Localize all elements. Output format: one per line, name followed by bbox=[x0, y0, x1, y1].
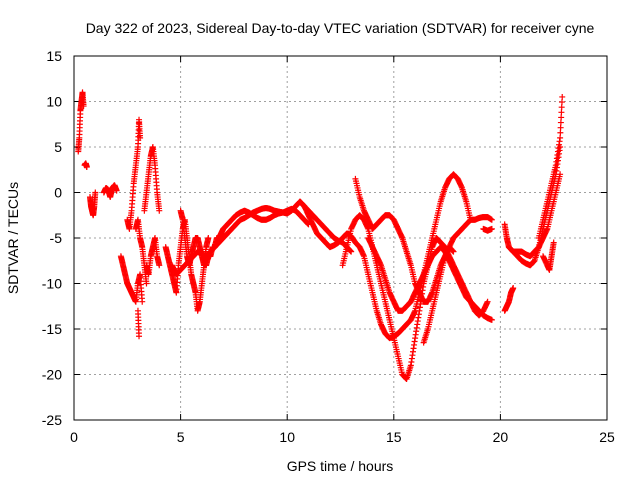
series-arc-18 bbox=[420, 244, 457, 346]
series-arc-02 bbox=[81, 160, 90, 171]
y-tick-label: -25 bbox=[42, 412, 62, 428]
data-point bbox=[80, 103, 87, 110]
series-arc-08 bbox=[134, 307, 143, 340]
chart-title: Day 322 of 2023, Sidereal Day-to-day VTE… bbox=[86, 20, 595, 36]
y-tick-label: -20 bbox=[42, 367, 62, 383]
data-point bbox=[550, 239, 557, 246]
series-arc-17 bbox=[365, 235, 495, 323]
x-tick-label: 25 bbox=[599, 429, 615, 445]
data-point bbox=[557, 119, 564, 126]
data-point bbox=[488, 216, 495, 223]
series-arc-19 bbox=[480, 225, 495, 234]
data-point bbox=[137, 134, 144, 141]
y-tick-label: -10 bbox=[42, 276, 62, 292]
data-point bbox=[348, 248, 355, 255]
data-point bbox=[558, 114, 565, 121]
data-point bbox=[450, 248, 457, 255]
data-point bbox=[488, 225, 495, 232]
data-point bbox=[484, 298, 491, 305]
data-point bbox=[156, 207, 163, 214]
y-axis-title: SDTVAR / TECUs bbox=[5, 182, 21, 294]
data-point bbox=[205, 235, 212, 241]
x-tick-label: 10 bbox=[279, 429, 295, 445]
series-arc-06 bbox=[124, 116, 144, 232]
data-points bbox=[75, 89, 566, 383]
series-arc-20 bbox=[501, 285, 517, 314]
y-tick-labels: -25 -20 -15 -10 -5 0 5 10 15 bbox=[42, 48, 62, 428]
data-point bbox=[557, 129, 564, 136]
x-tick-labels: 0 5 10 15 20 25 bbox=[70, 429, 615, 445]
data-point bbox=[136, 333, 143, 340]
data-point bbox=[143, 280, 150, 287]
x-tick-label: 15 bbox=[386, 429, 402, 445]
data-point bbox=[558, 99, 565, 106]
data-point bbox=[139, 298, 146, 305]
x-tick-label: 0 bbox=[70, 429, 78, 445]
data-point bbox=[510, 285, 517, 292]
data-point bbox=[92, 189, 99, 196]
y-tick-label: 5 bbox=[54, 139, 62, 155]
axis-ticks bbox=[73, 55, 608, 421]
series-arc-01 bbox=[75, 89, 87, 155]
series-arc-23 bbox=[535, 93, 566, 241]
x-tick-label: 20 bbox=[493, 429, 509, 445]
x-tick-label: 5 bbox=[177, 429, 185, 445]
data-point bbox=[557, 134, 564, 141]
data-point bbox=[83, 164, 90, 171]
y-tick-label: 0 bbox=[54, 185, 62, 201]
data-point bbox=[559, 93, 566, 100]
series-arc-05 bbox=[117, 253, 146, 305]
y-tick-label: 10 bbox=[46, 94, 62, 110]
data-point bbox=[557, 124, 564, 131]
data-point bbox=[156, 262, 163, 269]
x-axis-title: GPS time / hours bbox=[287, 458, 394, 474]
series-arc-09 bbox=[141, 144, 163, 214]
data-point bbox=[113, 187, 120, 194]
series-arc-10 bbox=[143, 235, 163, 278]
series-arc-24 bbox=[540, 239, 557, 273]
series-arc-04 bbox=[100, 182, 120, 201]
y-tick-label: -5 bbox=[50, 230, 63, 246]
series-arc-03 bbox=[86, 189, 99, 219]
data-point bbox=[558, 109, 565, 116]
data-point bbox=[488, 316, 495, 323]
y-tick-label: -15 bbox=[42, 321, 62, 337]
data-point bbox=[558, 104, 565, 111]
y-tick-label: 15 bbox=[46, 48, 62, 64]
